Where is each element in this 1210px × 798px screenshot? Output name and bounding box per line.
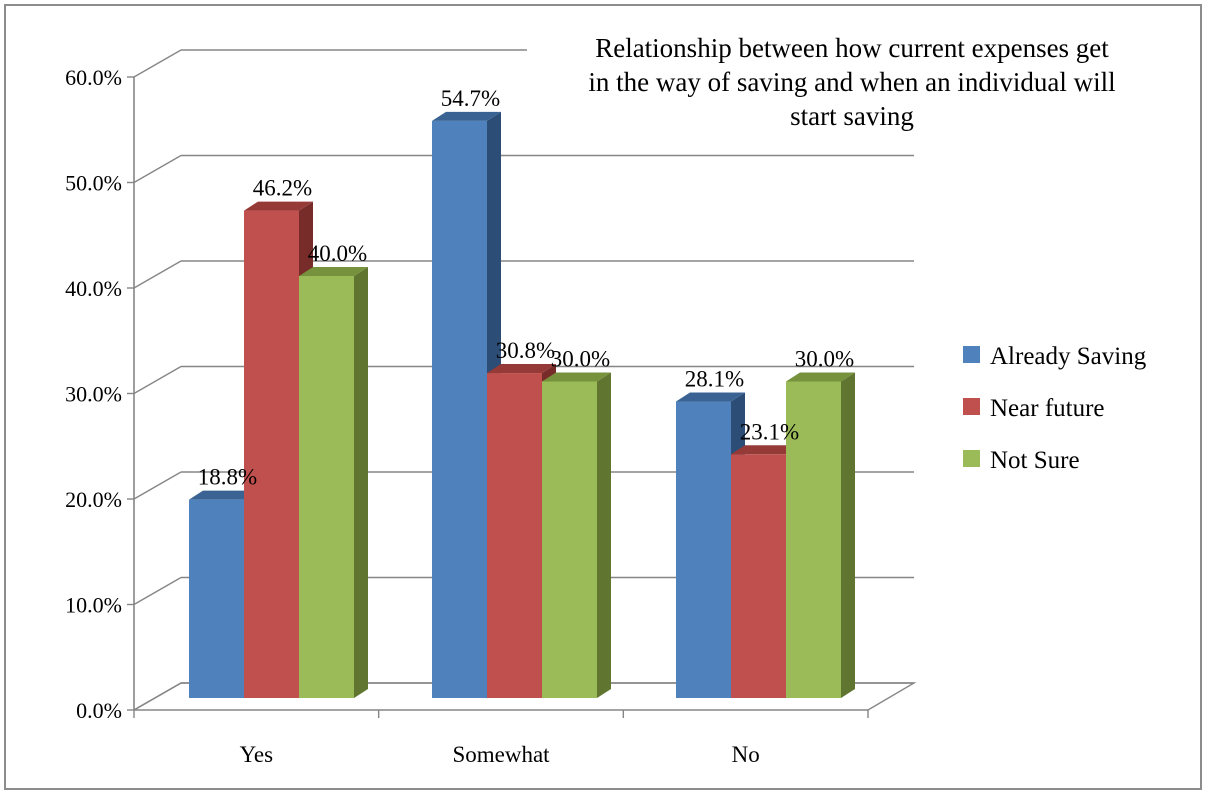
bar-top xyxy=(542,372,611,382)
chart-title: Relationship between how current expense… xyxy=(527,26,1177,138)
bar-front xyxy=(487,373,542,698)
bar-top xyxy=(487,364,556,374)
data-label: 30.0% xyxy=(795,347,854,372)
data-label: 30.8% xyxy=(496,338,555,363)
data-label: 54.7% xyxy=(441,86,500,111)
y-tick-label: 60.0% xyxy=(65,65,122,90)
title-background xyxy=(527,26,1177,138)
bar xyxy=(299,267,368,698)
side-gridline xyxy=(133,49,182,78)
bar-top xyxy=(786,372,855,382)
y-tick-label: 0.0% xyxy=(76,698,122,723)
data-labels: 18.8%46.2%40.0%54.7%30.8%30.0%28.1%23.1%… xyxy=(198,86,854,490)
y-tick-label: 20.0% xyxy=(65,487,122,512)
chart-title-line: Relationship between how current expense… xyxy=(595,33,1109,63)
bar-front xyxy=(299,276,354,698)
bar-top xyxy=(432,111,501,121)
bar-front xyxy=(731,454,786,698)
axes: 0.0% 10.0% 20.0% 30.0% 40.0% 50.0% 60.0% Yes Som… xyxy=(65,65,869,767)
bar-top xyxy=(731,445,800,455)
bar-top xyxy=(299,267,368,276)
legend-swatch xyxy=(963,398,980,415)
side-gridline xyxy=(133,154,182,184)
legend: Already Saving Near future Not Sure xyxy=(963,343,1147,474)
legend-label: Already Saving xyxy=(990,343,1147,370)
bar-top xyxy=(676,392,745,402)
bar-front xyxy=(786,381,841,698)
bar-side xyxy=(597,372,611,698)
bars xyxy=(189,111,855,699)
legend-label: Near future xyxy=(990,395,1105,422)
y-tick-label: 30.0% xyxy=(65,382,122,407)
data-label: 40.0% xyxy=(308,241,367,266)
x-tick-label: Yes xyxy=(240,742,274,767)
x-tick-label: No xyxy=(732,742,760,767)
x-tick-label: Somewhat xyxy=(452,742,550,767)
bar-side xyxy=(841,372,855,698)
data-label: 30.0% xyxy=(551,347,610,372)
legend-swatch xyxy=(963,450,980,467)
data-label: 18.8% xyxy=(198,465,257,490)
chart-title-line: start saving xyxy=(790,101,914,131)
bar xyxy=(432,111,501,699)
side-gridline xyxy=(133,576,182,606)
bar xyxy=(786,372,855,698)
bar-top xyxy=(189,490,258,500)
y-tick-label: 10.0% xyxy=(65,593,122,618)
legend-swatch xyxy=(963,346,980,363)
legend-label: Not Sure xyxy=(990,447,1080,474)
data-label: 46.2% xyxy=(253,176,312,201)
bar-front xyxy=(676,401,731,698)
data-label: 23.1% xyxy=(740,419,799,444)
data-label: 28.1% xyxy=(685,367,744,392)
chart-title-line: in the way of saving and when an individ… xyxy=(588,67,1115,97)
bar-front xyxy=(542,381,597,698)
bar-front xyxy=(189,499,244,698)
side-gridline xyxy=(133,471,182,500)
y-tick-label: 40.0% xyxy=(65,276,122,301)
y-tick-label: 50.0% xyxy=(65,171,122,196)
bar-top xyxy=(244,201,313,211)
side-gridline xyxy=(133,260,182,289)
bar-front xyxy=(432,120,487,699)
bar xyxy=(542,372,611,698)
bar-side xyxy=(354,267,368,698)
side-gridline xyxy=(133,365,182,395)
bar-front xyxy=(244,210,299,698)
